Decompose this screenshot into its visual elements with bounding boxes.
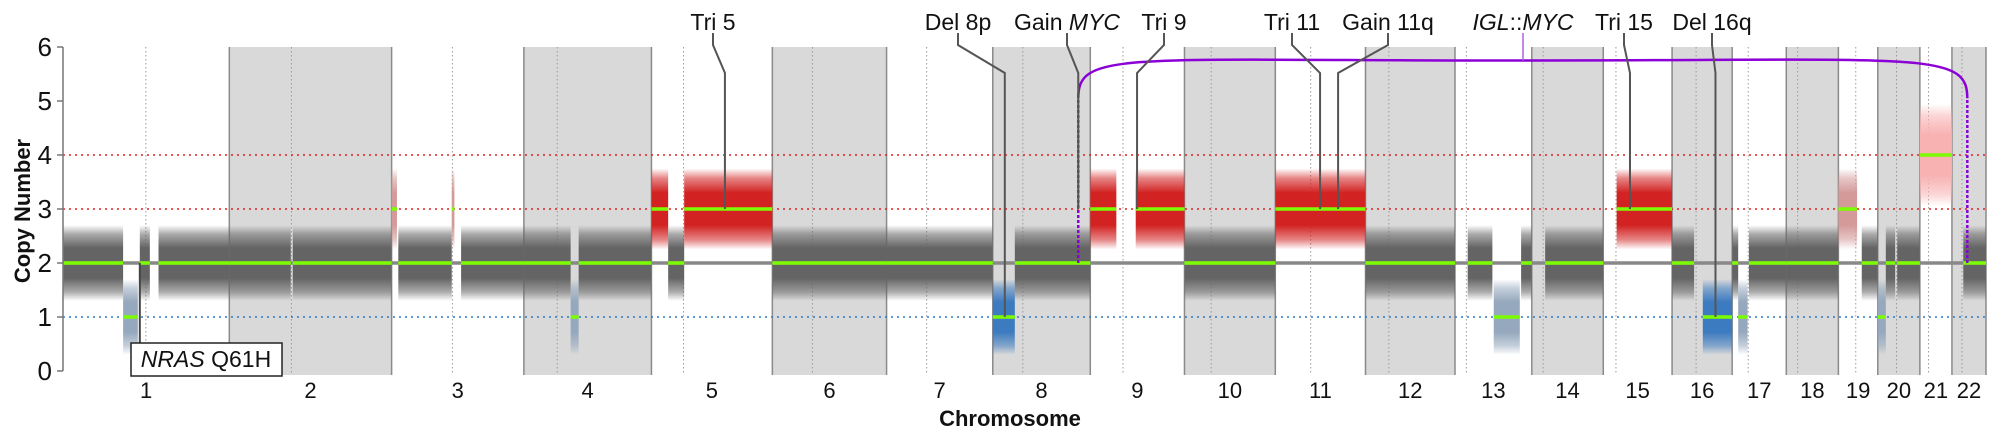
- chromosome-label-5: 5: [706, 378, 718, 403]
- chromosome-band-6: [772, 47, 887, 375]
- chromosome-band-4: [523, 47, 652, 375]
- annotation-label-3: Tri 9: [1141, 9, 1186, 35]
- annotation-leader-0: [712, 33, 726, 209]
- annotations: Tri 5 Del 8p Gain MYC Tri 9 Tri 11 Gain 11q Tr…: [690, 9, 1752, 317]
- chromosome-label-1: 1: [140, 378, 152, 403]
- chromosome-label-4: 4: [582, 378, 594, 403]
- chromosome-label-18: 18: [1800, 378, 1824, 403]
- chromosome-label-10: 10: [1218, 378, 1242, 403]
- chromosome-band-14: [1531, 47, 1604, 375]
- mutation-label: NRAS Q61H: [141, 346, 271, 372]
- chromosome-label-14: 14: [1555, 378, 1579, 403]
- annotation-label-1: Del 8p: [925, 9, 991, 35]
- chromosome-label-22: 22: [1957, 378, 1981, 403]
- fusion-separator: ::: [1510, 9, 1523, 35]
- annotation-label-4: Tri 11: [1264, 9, 1320, 35]
- annotation-leader-5: [1337, 33, 1389, 209]
- chromosome-band-12: [1365, 47, 1455, 375]
- chromosome-label-9: 9: [1131, 378, 1143, 403]
- y-tick-label-2: 2: [38, 248, 52, 278]
- fusion-gene-b: MYC: [1522, 9, 1574, 35]
- annotation-leader-4: [1291, 33, 1322, 209]
- chromosome-label-16: 16: [1690, 378, 1714, 403]
- chromosome-band-2: [229, 47, 392, 375]
- annotation-leader-2: [1066, 33, 1080, 209]
- chromosome-label-20: 20: [1887, 378, 1911, 403]
- annotation-label-0: Tri 5: [690, 9, 735, 35]
- y-axis-title: Copy Number: [10, 138, 35, 283]
- annotation-text: Tri 9: [1141, 9, 1186, 35]
- centromere-lines: [145, 47, 1963, 375]
- chromosome-band-22: [1951, 47, 1986, 375]
- y-tick-label-1: 1: [38, 302, 52, 332]
- fusion-gene-a: IGL: [1473, 9, 1510, 35]
- annotation-label-5: Gain 11q: [1342, 9, 1434, 35]
- y-tick-label-3: 3: [38, 194, 52, 224]
- chromosome-label-21: 21: [1924, 378, 1948, 403]
- annotation-label-6: Tri 15: [1595, 9, 1653, 35]
- y-axis: 0 1 2 3 4 5 6: [38, 32, 64, 386]
- x-axis-labels: 1 2 3 4 5 6 7 8 9 10 11 12 13 14 15 16 17 18 19 20 21 22: [140, 378, 1981, 403]
- annotation-italic-text: MYC: [1069, 9, 1121, 35]
- chromosome-label-8: 8: [1035, 378, 1047, 403]
- annotation-text: Del 8p: [925, 9, 991, 35]
- annotation-leader-6: [1623, 33, 1631, 209]
- annotation-leader-3: [1136, 33, 1165, 209]
- fusion-label: IGL::MYC: [1473, 9, 1574, 35]
- mutation-variant: Q61H: [205, 346, 271, 372]
- mutation-gene: NRAS: [141, 346, 206, 372]
- annotation-text: Del 16q: [1672, 9, 1751, 35]
- fusion-arc: IGL::MYC: [1077, 9, 1969, 263]
- chromosome-label-17: 17: [1747, 378, 1771, 403]
- y-tick-label-6: 6: [38, 32, 52, 62]
- mutation-box: [130, 342, 283, 377]
- chromosome-band-18: [1786, 47, 1839, 375]
- chromosome-label-19: 19: [1846, 378, 1870, 403]
- annotation-leader-7: [1711, 33, 1717, 317]
- chromosome-label-15: 15: [1625, 378, 1649, 403]
- chromosome-label-2: 2: [304, 378, 316, 403]
- annotation-label-2: Gain MYC: [1014, 9, 1120, 35]
- annotation-text: Tri 11: [1264, 9, 1320, 35]
- annotation-leader-1: [957, 33, 1006, 317]
- segment-lines: [63, 153, 1986, 319]
- chromosome-band-10: [1184, 47, 1276, 375]
- y-tick-label-4: 4: [38, 140, 52, 170]
- annotation-label-7: Del 16q: [1672, 9, 1751, 35]
- annotation-text: Tri 15: [1595, 9, 1653, 35]
- annotation-text: Tri 5: [690, 9, 735, 35]
- chromosome-label-7: 7: [934, 378, 946, 403]
- y-tick-label-0: 0: [38, 356, 52, 386]
- chromosome-label-11: 11: [1309, 378, 1332, 403]
- annotation-text: Gain: [1014, 9, 1069, 35]
- annotation-text: Gain 11q: [1342, 9, 1434, 35]
- x-axis-title: Chromosome: [939, 406, 1081, 431]
- chromosome-label-12: 12: [1398, 378, 1422, 403]
- mutation-callout: NRAS Q61H: [130, 263, 283, 377]
- chromosome-label-6: 6: [823, 378, 835, 403]
- chromosome-label-3: 3: [452, 378, 464, 403]
- y-tick-label-5: 5: [38, 86, 52, 116]
- chromosome-label-13: 13: [1481, 378, 1505, 403]
